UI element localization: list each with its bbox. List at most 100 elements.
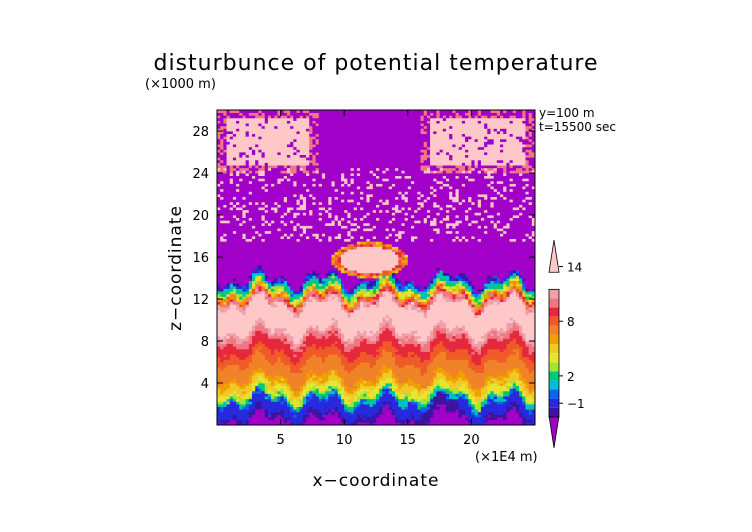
heatmap-cell xyxy=(296,338,301,342)
heatmap-cell xyxy=(331,404,336,408)
heatmap-cell xyxy=(363,404,367,408)
heatmap-cell xyxy=(439,372,444,376)
heatmap-cell xyxy=(353,312,358,316)
heatmap-cell xyxy=(522,390,526,394)
heatmap-cell xyxy=(312,296,316,300)
heatmap-cell xyxy=(395,419,399,423)
heatmap-cell xyxy=(255,411,259,415)
heatmap-cell xyxy=(385,354,390,358)
heatmap-cell xyxy=(512,406,517,410)
heatmap-cell xyxy=(290,348,294,352)
heatmap-cell xyxy=(299,367,304,371)
heatmap-cell xyxy=(531,301,535,305)
heatmap-cell xyxy=(426,406,431,410)
heatmap-cell xyxy=(430,385,434,389)
heatmap-cell xyxy=(360,322,364,326)
heatmap-cell xyxy=(414,322,418,326)
heatmap-cell xyxy=(477,351,482,355)
heatmap-cell xyxy=(286,296,291,300)
heatmap-cell xyxy=(404,312,409,316)
heatmap-cell xyxy=(306,343,310,347)
heatmap-cell xyxy=(404,380,409,384)
heatmap-cell xyxy=(369,398,374,402)
heatmap-cell xyxy=(293,335,297,339)
heatmap-cell xyxy=(328,304,332,308)
heatmap-cell xyxy=(423,422,428,425)
heatmap-cell xyxy=(379,354,383,358)
heatmap-cell xyxy=(445,390,450,394)
heatmap-cell xyxy=(471,390,475,394)
heatmap-cell xyxy=(404,335,409,339)
heatmap-cell xyxy=(242,343,247,347)
heatmap-field xyxy=(217,110,535,425)
heatmap-cell xyxy=(458,417,463,421)
heatmap-cell xyxy=(306,312,310,316)
heatmap-cell xyxy=(515,383,520,387)
heatmap-cell xyxy=(226,325,231,329)
heatmap-cell xyxy=(283,309,288,313)
heatmap-cell xyxy=(407,367,412,371)
heatmap-cell xyxy=(306,359,310,363)
heatmap-cell xyxy=(277,356,281,360)
heatmap-cell xyxy=(290,299,294,303)
heatmap-cell xyxy=(522,369,526,373)
heatmap-cell xyxy=(325,364,329,368)
heatmap-cell xyxy=(283,338,288,342)
heatmap-cell xyxy=(277,343,281,347)
heatmap-cell xyxy=(369,396,374,400)
heatmap-cell xyxy=(461,411,466,415)
heatmap-cell xyxy=(458,380,463,384)
heatmap-cell xyxy=(531,314,535,318)
heatmap-cell xyxy=(414,338,418,342)
heatmap-cell xyxy=(480,367,485,371)
heatmap-cell xyxy=(391,367,396,371)
heatmap-cell xyxy=(229,346,234,350)
heatmap-cell xyxy=(468,377,472,381)
heatmap-cell xyxy=(474,293,479,297)
heatmap-cell xyxy=(309,388,313,392)
heatmap-cell xyxy=(417,375,421,379)
heatmap-cell xyxy=(236,406,240,410)
heatmap-cell xyxy=(461,404,466,408)
heatmap-cell xyxy=(318,335,323,339)
heatmap-cell xyxy=(267,383,272,387)
heatmap-cell xyxy=(433,362,437,366)
heatmap-cell xyxy=(471,322,475,326)
heatmap-cell xyxy=(344,325,348,329)
heatmap-cell xyxy=(312,299,316,303)
heatmap-cell xyxy=(341,362,345,366)
heatmap-cell xyxy=(353,325,358,329)
heatmap-cell xyxy=(420,398,425,402)
heatmap-cell xyxy=(401,348,406,352)
heatmap-cell xyxy=(376,354,380,358)
heatmap-cell xyxy=(258,375,262,379)
heatmap-cell xyxy=(522,396,526,400)
heatmap-cell xyxy=(503,333,507,337)
heatmap-cell xyxy=(334,341,339,345)
heatmap-cell xyxy=(423,396,428,400)
heatmap-cell xyxy=(433,354,437,358)
heatmap-cell xyxy=(509,304,514,308)
heatmap-cell xyxy=(223,422,227,425)
heatmap-cell xyxy=(385,375,390,379)
heatmap-cell xyxy=(315,341,320,345)
heatmap-cell xyxy=(525,335,530,339)
heatmap-cell xyxy=(531,417,535,421)
heatmap-cell xyxy=(528,367,533,371)
heatmap-cell xyxy=(229,406,234,410)
heatmap-cell xyxy=(391,364,396,368)
heatmap-cell xyxy=(515,404,520,408)
heatmap-cell xyxy=(290,396,294,400)
heatmap-cell xyxy=(430,317,434,321)
heatmap-cell xyxy=(255,417,259,421)
heatmap-cell xyxy=(217,346,221,350)
heatmap-cell xyxy=(515,356,520,360)
heatmap-cell xyxy=(360,369,364,373)
heatmap-cell xyxy=(410,359,415,363)
heatmap-cell xyxy=(433,314,437,318)
heatmap-cell xyxy=(341,417,345,421)
heatmap-cell xyxy=(232,341,237,345)
heatmap-cell xyxy=(385,309,390,313)
heatmap-cell xyxy=(251,333,256,337)
heatmap-cell xyxy=(245,351,250,355)
